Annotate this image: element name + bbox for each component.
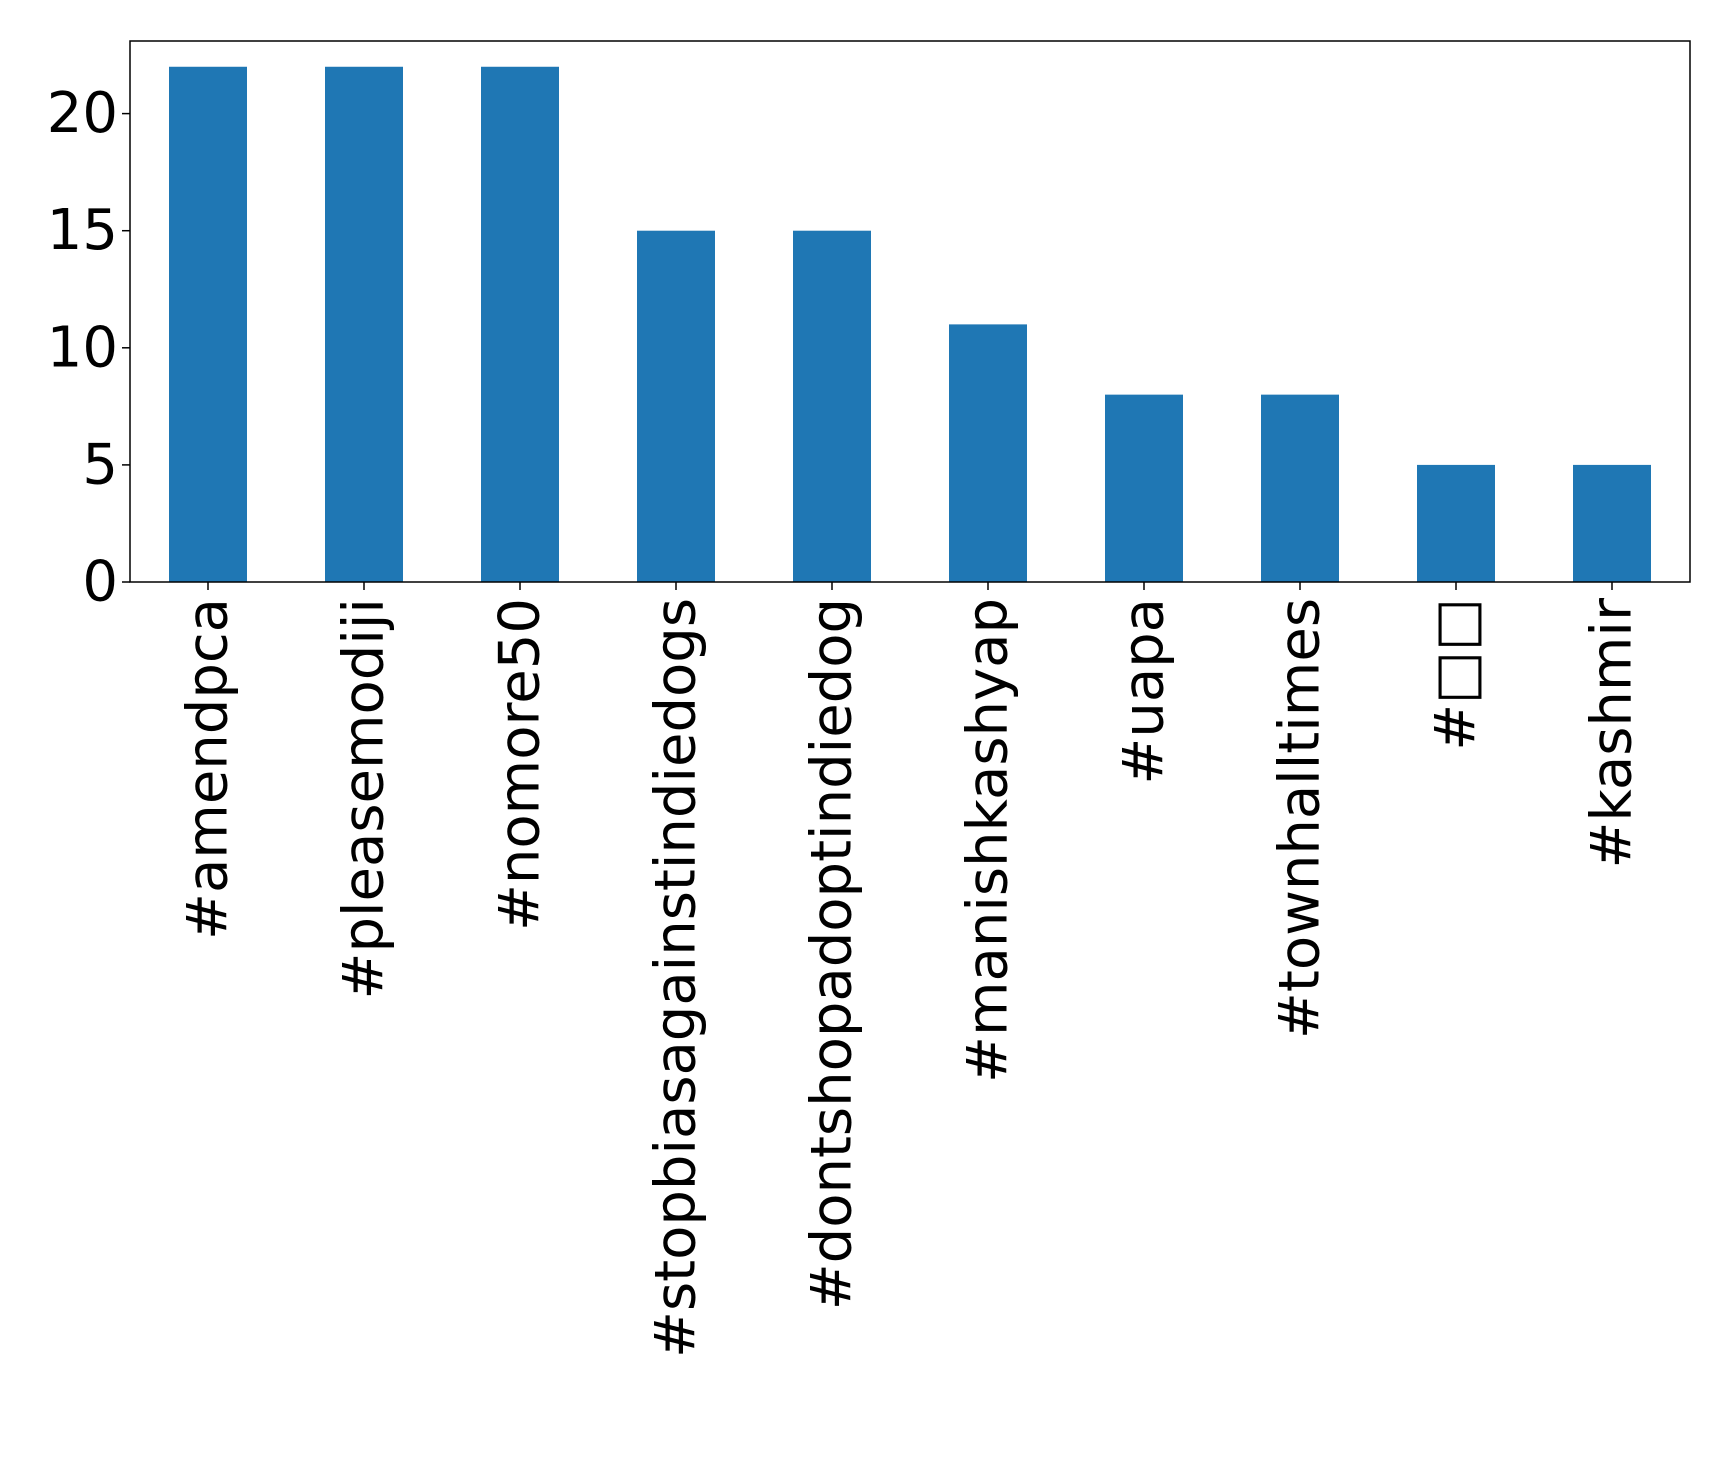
x-tick-label: #kashmir [1580, 597, 1645, 868]
x-tick-label: #townhalltimes [1268, 598, 1333, 1039]
y-tick-label: 0 [82, 550, 118, 615]
bar [481, 66, 559, 582]
bar [1573, 464, 1651, 582]
x-tick-label: #pleasemodiji [332, 598, 397, 999]
bar [793, 230, 871, 582]
x-tick-label: #manishkashyap [956, 598, 1021, 1083]
bar [1417, 464, 1495, 582]
x-tick-label: #amendpca [176, 598, 241, 940]
y-axis: 0 5 10 15 20 [47, 81, 130, 615]
x-tick-label: #dontshopadoptindiedog [800, 598, 865, 1310]
y-tick-label: 10 [47, 315, 118, 380]
x-tick-label: #nomore50 [488, 598, 553, 931]
x-tick-label: #stopbiasagainstindiedogs [644, 598, 709, 1358]
bar [949, 324, 1027, 582]
x-tick-label: #uapa [1112, 598, 1177, 785]
y-tick-label: 15 [47, 198, 118, 263]
x-tick-label: #□□ [1424, 598, 1489, 751]
bar [169, 66, 247, 582]
plot-frame [129, 40, 1691, 583]
x-axis: #amendpca #pleasemodiji #nomore50 #stopbias… [176, 582, 1645, 1358]
y-tick-label: 5 [82, 432, 118, 497]
bar [325, 66, 403, 582]
y-tick-label: 20 [47, 81, 118, 146]
bar [1105, 394, 1183, 582]
bar [637, 230, 715, 582]
bars-group [169, 66, 1651, 582]
bar [1261, 394, 1339, 582]
